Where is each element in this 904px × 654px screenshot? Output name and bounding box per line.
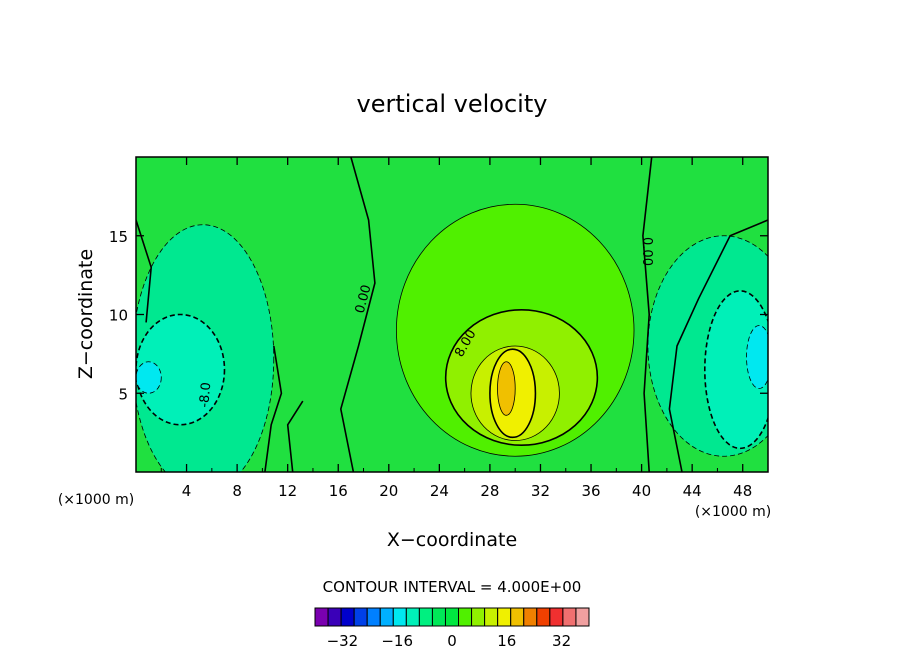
colorbar-swatch xyxy=(405,607,420,627)
x-tick-label: 24 xyxy=(430,482,449,500)
colorbar-swatch xyxy=(431,607,446,627)
x-tick-label: 32 xyxy=(531,482,550,500)
x-tick-label: 12 xyxy=(278,482,297,500)
colorbar-swatch xyxy=(510,607,525,627)
x-tick-label: 8 xyxy=(232,482,242,500)
zero-contour-line xyxy=(642,157,653,472)
x-tick-label: 20 xyxy=(379,482,398,500)
colorbar-tick-label: 16 xyxy=(497,632,516,650)
colorbar-swatch xyxy=(353,607,368,627)
plot-area: 0.000.008.00-8.0 xyxy=(135,156,769,473)
colorbar-swatch xyxy=(484,607,499,627)
contour-label: 0.00 xyxy=(639,237,654,266)
zero-contour-line xyxy=(286,400,304,472)
x-tick-label: 28 xyxy=(480,482,499,500)
y-tick-label: 10 xyxy=(109,307,128,325)
contour-region-central-positive-20 xyxy=(497,361,516,416)
zero-contour-line xyxy=(668,219,768,472)
colorbar-swatch xyxy=(327,607,342,627)
y-axis-label: Z−coordinate xyxy=(75,249,97,379)
x-tick-label: 36 xyxy=(581,482,600,500)
zero-contour-line xyxy=(264,345,283,472)
colorbar-swatch xyxy=(497,607,512,627)
zero-contour-line xyxy=(339,157,376,472)
colorbar-tick-label: −32 xyxy=(327,632,359,650)
contour-region-left-negative-peak xyxy=(136,361,162,394)
x-tick-label: 16 xyxy=(329,482,348,500)
x-axis-label: X−coordinate xyxy=(387,529,517,551)
colorbar-swatch xyxy=(444,607,460,627)
contour-label: -8.0 xyxy=(197,382,214,409)
colorbar-tick-label: −16 xyxy=(381,632,413,650)
x-axis: 4 8 12 16 20 24 28 32 36 40 44 48 xyxy=(160,157,752,500)
colorbar-swatch xyxy=(392,607,407,627)
colorbar-swatch xyxy=(366,607,381,627)
colorbar-swatch xyxy=(523,607,538,627)
contour-region-left-negative-core xyxy=(136,313,226,426)
colorbar-swatch xyxy=(379,607,394,627)
colorbar-swatch xyxy=(340,607,355,627)
y-tick-label: 5 xyxy=(118,385,128,403)
x-unit-right: (×1000 m) xyxy=(695,504,771,520)
x-tick-label: 44 xyxy=(683,482,702,500)
y-axis: 5 10 15 xyxy=(109,228,768,403)
colorbar-swatch xyxy=(418,607,433,627)
colorbar-tick-label: 32 xyxy=(552,632,571,650)
colorbar-swatch xyxy=(549,607,564,627)
colorbar-swatch xyxy=(536,607,551,627)
colorbar-swatch xyxy=(562,607,577,627)
x-tick-label: 4 xyxy=(182,482,192,500)
x-tick-label: 48 xyxy=(733,482,752,500)
y-tick-label: 15 xyxy=(109,228,128,246)
colorbar-swatch xyxy=(314,607,329,627)
chart-title: vertical velocity xyxy=(357,90,548,118)
colorbar-swatch xyxy=(575,607,590,627)
contour-interval-label: CONTOUR INTERVAL = 4.000E+00 xyxy=(323,578,582,596)
contour-label: 0.00 xyxy=(353,283,375,315)
x-tick-label: 40 xyxy=(632,482,651,500)
contour-region-right-negative-peak xyxy=(746,325,768,389)
colorbar-swatch xyxy=(471,607,486,627)
colorbar-tick-label: 0 xyxy=(447,632,457,650)
colorbar-swatch xyxy=(458,607,473,627)
colorbar: −32 −16 0 16 32 xyxy=(314,607,590,650)
x-unit-left: (×1000 m) xyxy=(58,492,134,508)
